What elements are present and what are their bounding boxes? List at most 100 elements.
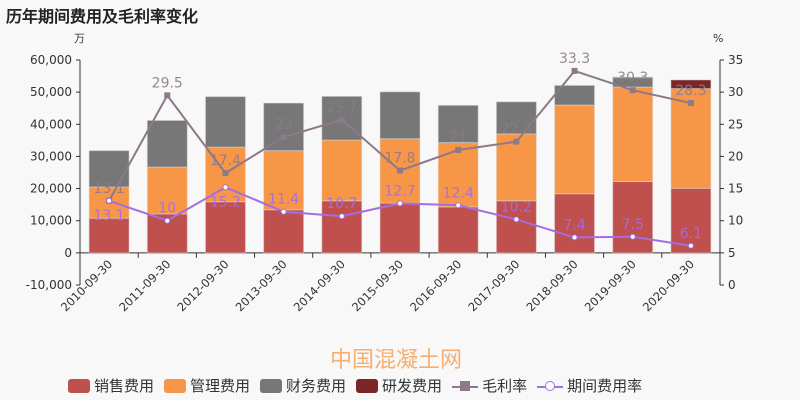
legend-swatch bbox=[164, 378, 187, 393]
marker-毛利率 bbox=[687, 100, 694, 107]
legend-line-symbol bbox=[537, 379, 564, 393]
legend-item[interactable]: 管理费用 bbox=[164, 375, 250, 396]
marker-期间费用率 bbox=[106, 197, 113, 204]
legend-label: 财务费用 bbox=[286, 377, 347, 395]
data-label-期间费用率: 10.2 bbox=[501, 199, 532, 215]
marker-期间费用率 bbox=[222, 184, 229, 191]
bar-研发费用 bbox=[612, 76, 654, 79]
marker-毛利率 bbox=[164, 92, 171, 99]
legend-item[interactable]: 研发费用 bbox=[356, 375, 442, 396]
data-label-毛利率: 21 bbox=[449, 130, 467, 146]
data-label-期间费用率: 12.4 bbox=[443, 185, 474, 201]
data-label-毛利率: 28.3 bbox=[675, 83, 706, 99]
bar-财务费用 bbox=[495, 101, 537, 135]
bar-财务费用 bbox=[379, 91, 421, 140]
right-tick-label: 35 bbox=[728, 53, 743, 67]
right-tick-label: 0 bbox=[728, 278, 736, 292]
bar-管理费用 bbox=[321, 139, 363, 202]
legend-label: 毛利率 bbox=[482, 377, 528, 395]
marker-毛利率 bbox=[338, 116, 345, 123]
right-tick-label: 30 bbox=[728, 85, 743, 99]
x-tick-label: 2016-09-30 bbox=[407, 257, 464, 314]
marker-毛利率 bbox=[222, 170, 229, 177]
marker-毛利率 bbox=[513, 138, 520, 145]
x-tick-label: 2011-09-30 bbox=[116, 257, 173, 314]
legend-item[interactable]: 财务费用 bbox=[260, 375, 346, 396]
marker-毛利率 bbox=[629, 87, 636, 94]
x-tick-label: 2017-09-30 bbox=[465, 257, 522, 314]
bar-销售费用 bbox=[379, 202, 421, 254]
bar-销售费用 bbox=[263, 209, 305, 254]
data-label-毛利率: 17.8 bbox=[384, 151, 415, 167]
bar-销售费用 bbox=[321, 200, 363, 254]
data-label-毛利率: 29.5 bbox=[152, 75, 183, 91]
x-tick-label: 2015-09-30 bbox=[349, 257, 406, 314]
legend-item[interactable]: 销售费用 bbox=[68, 375, 154, 396]
bar-研发费用 bbox=[670, 79, 712, 90]
legend-item[interactable]: 毛利率 bbox=[452, 375, 527, 396]
legend-swatch bbox=[260, 378, 283, 393]
left-tick-label: 40,000 bbox=[30, 117, 72, 131]
data-label-期间费用率: 6.1 bbox=[680, 226, 702, 242]
data-label-期间费用率: 12.7 bbox=[384, 183, 415, 199]
data-label-期间费用率: 7.5 bbox=[622, 217, 644, 233]
marker-期间费用率 bbox=[280, 208, 287, 215]
marker-期间费用率 bbox=[338, 213, 345, 220]
x-tick-label: 2014-09-30 bbox=[291, 257, 348, 314]
bar-管理费用 bbox=[437, 142, 479, 208]
x-tick-label: 2013-09-30 bbox=[233, 257, 290, 314]
legend-label: 销售费用 bbox=[94, 377, 155, 395]
x-tick-label: 2018-09-30 bbox=[524, 257, 581, 314]
bar-管理费用 bbox=[495, 133, 537, 202]
chart-title: 历年期间费用及毛利率变化 bbox=[6, 7, 199, 26]
bar-管理费用 bbox=[554, 104, 596, 195]
marker-期间费用率 bbox=[629, 233, 636, 240]
right-tick-label: 20 bbox=[728, 149, 743, 163]
right-tick-label: 15 bbox=[728, 182, 743, 196]
marker-期间费用率 bbox=[455, 202, 462, 209]
marker-毛利率 bbox=[571, 67, 578, 74]
marker-期间费用率 bbox=[571, 234, 578, 241]
left-tick-label: -10,000 bbox=[26, 278, 72, 292]
bar-管理费用 bbox=[146, 166, 188, 215]
data-label-毛利率: 23 bbox=[275, 117, 293, 133]
marker-毛利率 bbox=[455, 147, 462, 153]
legend-item[interactable]: 期间费用率 bbox=[537, 375, 642, 396]
bar-销售费用 bbox=[88, 217, 130, 254]
legend-label: 研发费用 bbox=[382, 377, 443, 395]
data-label-期间费用率: 13.1 bbox=[94, 208, 125, 224]
marker-毛利率 bbox=[280, 134, 287, 141]
left-tick-label: 10,000 bbox=[30, 214, 72, 228]
marker-期间费用率 bbox=[397, 200, 403, 207]
data-label-期间费用率: 10.7 bbox=[326, 196, 357, 212]
x-tick-label: 2012-09-30 bbox=[174, 257, 231, 314]
data-label-期间费用率: 7.4 bbox=[563, 217, 585, 233]
bar-财务费用 bbox=[204, 96, 246, 148]
left-tick-label: 30,000 bbox=[30, 149, 72, 163]
left-tick-label: 50,000 bbox=[30, 85, 72, 99]
data-label-期间费用率: 11.4 bbox=[268, 192, 299, 208]
marker-期间费用率 bbox=[687, 242, 694, 249]
bar-销售费用 bbox=[554, 193, 596, 254]
bar-管理费用 bbox=[612, 86, 654, 182]
right-axis-unit: % bbox=[713, 32, 723, 45]
right-tick-label: 25 bbox=[728, 117, 743, 131]
marker-期间费用率 bbox=[513, 216, 520, 223]
bar-销售费用 bbox=[670, 187, 712, 254]
right-tick-label: 5 bbox=[728, 246, 736, 260]
left-tick-label: 60,000 bbox=[30, 53, 72, 67]
data-label-毛利率: 13.1 bbox=[94, 181, 125, 197]
data-label-毛利率: 30.3 bbox=[617, 70, 648, 86]
data-label-毛利率: 33.3 bbox=[559, 51, 590, 67]
marker-期间费用率 bbox=[164, 217, 171, 224]
legend-label: 管理费用 bbox=[190, 377, 251, 395]
bar-财务费用 bbox=[88, 150, 130, 188]
right-tick-label: 10 bbox=[728, 214, 743, 228]
legend-label: 期间费用率 bbox=[567, 377, 643, 395]
x-tick-label: 2019-09-30 bbox=[582, 257, 639, 314]
bar-财务费用 bbox=[437, 104, 479, 144]
left-tick-label: 0 bbox=[64, 246, 72, 260]
data-label-期间费用率: 15.2 bbox=[210, 194, 241, 210]
data-label-毛利率: 25.7 bbox=[326, 100, 357, 116]
